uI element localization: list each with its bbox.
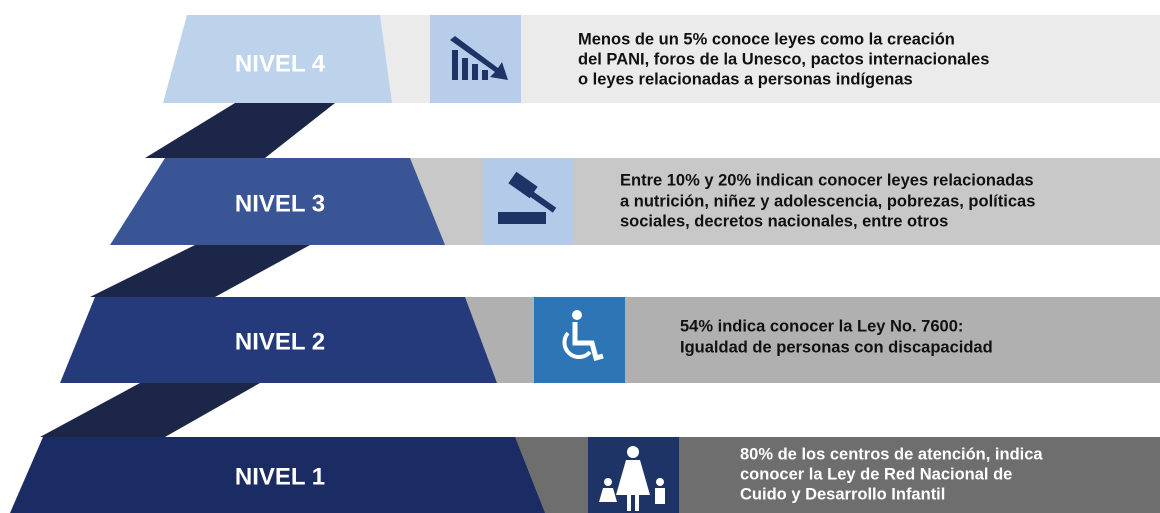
- description-line: a nutrición, niñez y adolescencia, pobre…: [620, 192, 1035, 210]
- description-line: Menos de un 5% conoce leyes como la crea…: [578, 30, 955, 48]
- icon-chart-down: [450, 36, 508, 80]
- icon-box: [534, 297, 625, 383]
- ribbon: [90, 245, 310, 297]
- ribbon: [145, 103, 335, 158]
- level-label: NIVEL 3: [235, 190, 325, 217]
- description-line: 54% indica conocer la Ley No. 7600:: [680, 317, 963, 335]
- description-line: Entre 10% y 20% indican conocer leyes re…: [620, 171, 1034, 189]
- icon-wheelchair: [562, 310, 604, 362]
- icon-box: [430, 15, 521, 103]
- icon-gavel: [498, 171, 557, 224]
- description-line: 80% de los centros de atención, indica: [740, 445, 1043, 463]
- level-label: NIVEL 1: [235, 463, 325, 490]
- level-shape: [60, 297, 497, 383]
- icon-box: [483, 158, 573, 245]
- icon-family: [599, 446, 665, 511]
- level-label: NIVEL 2: [235, 328, 325, 355]
- description-line: Igualdad de personas con discapacidad: [680, 338, 993, 356]
- description-line: conocer la Ley de Red Nacional de: [740, 465, 1012, 483]
- description-line: sociales, decretos nacionales, entre otr…: [620, 212, 948, 230]
- level-shape: [10, 437, 545, 513]
- ribbon: [40, 383, 260, 437]
- description-line: del PANI, foros de la Unesco, pactos int…: [578, 50, 989, 68]
- description-line: Cuido y Desarrollo Infantil: [740, 485, 945, 503]
- level-label: NIVEL 4: [235, 50, 326, 77]
- level-shape: [110, 158, 445, 245]
- description-line: o leyes relacionadas a personas indígena…: [578, 70, 913, 88]
- level-shape: [163, 15, 392, 103]
